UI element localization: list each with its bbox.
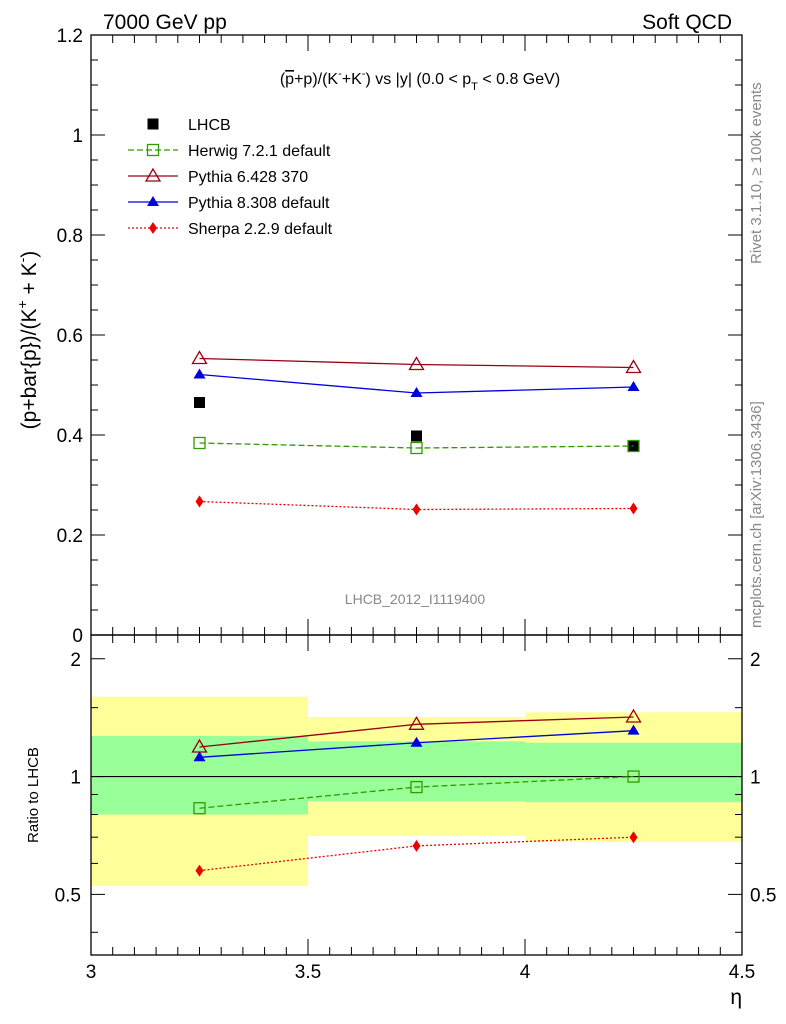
main-line-pythia-6-428-370 — [199, 357, 634, 369]
main-point-pythia-8-308-default — [627, 381, 640, 391]
ratio-point-pythia-6-428-370 — [625, 708, 642, 723]
main-point-sherpa-2-2-9-default — [629, 502, 638, 515]
main-ytick-label: 0.6 — [57, 326, 83, 347]
xtick-label: 4 — [520, 962, 531, 983]
ratio-point-pythia-6-428-370 — [408, 716, 425, 730]
ratio-point-sherpa-2-2-9-default — [412, 839, 421, 852]
main-ytick-label: 0.4 — [57, 426, 84, 447]
xtick-label: 4.5 — [729, 962, 755, 983]
legend-marker-pythia-8-308-default — [147, 196, 159, 206]
main-ytick-label: 0 — [72, 626, 83, 647]
xtick-label: 3.5 — [295, 962, 321, 983]
main-point-sherpa-2-2-9-default — [412, 503, 421, 516]
ratio-point-herwig-7-2-1-default — [627, 770, 640, 783]
main-point-lhcb — [411, 430, 422, 442]
xtick-label: 3 — [86, 962, 97, 983]
main-point-pythia-8-308-default — [193, 368, 206, 379]
header-right: Soft QCD — [642, 11, 732, 34]
legend-marker-lhcb — [147, 118, 159, 130]
main-ytick-label: 1 — [72, 126, 83, 147]
ratio-ytick-label-left: 1 — [70, 768, 81, 789]
main-line-herwig-7-2-1-default — [199, 442, 634, 449]
legend-label-herwig-7-2-1-default: Herwig 7.2.1 default — [188, 143, 331, 160]
main-point-herwig-7-2-1-default — [410, 441, 423, 455]
ratio-ylabel: Ratio to LHCB — [25, 747, 42, 843]
header-left: 7000 GeV pp — [103, 11, 227, 34]
ratio-point-pythia-8-308-default — [627, 724, 640, 735]
ratio-point-herwig-7-2-1-default — [193, 802, 206, 815]
main-ytick-label: 1.2 — [57, 26, 83, 47]
main-point-sherpa-2-2-9-default — [195, 495, 204, 508]
ratio-ytick-label-left: 0.5 — [55, 885, 81, 906]
plot-title: (p+p)/(K-+K-) vs |y| (0.0 < pT < 0.8 GeV… — [280, 68, 560, 93]
ratio-point-herwig-7-2-1-default — [410, 780, 423, 794]
legend-label-pythia-8-308-default: Pythia 8.308 default — [188, 195, 330, 212]
ratio-ytick-label-left: 2 — [70, 650, 81, 671]
ratio-point-sherpa-2-2-9-default — [195, 864, 204, 877]
main-point-pythia-6-428-370 — [191, 350, 208, 365]
main-point-pythia-6-428-370 — [408, 356, 425, 371]
ratio-ytick-label-right: 1 — [750, 768, 761, 789]
legend-marker-herwig-7-2-1-default — [146, 143, 160, 157]
rivet-label: Rivet 3.1.10, ≥ 100k events — [748, 82, 765, 264]
legend-label-pythia-6-428-370: Pythia 6.428 370 — [188, 169, 308, 186]
ratio-point-pythia-8-308-default — [410, 736, 423, 747]
main-point-pythia-6-428-370 — [625, 359, 642, 374]
ratio-line-herwig-7-2-1-default — [199, 775, 634, 809]
x-axis-label: η — [730, 986, 742, 1009]
ratio-point-sherpa-2-2-9-default — [629, 831, 638, 844]
legend-label-sherpa-2-2-9-default: Sherpa 2.2.9 default — [188, 221, 333, 238]
ratio-line-pythia-6-428-370 — [199, 716, 634, 748]
mcplots-label: mcplots.cern.ch [arXiv:1306.3436] — [748, 401, 765, 628]
main-point-herwig-7-2-1-default — [193, 436, 206, 450]
legend-marker-sherpa-2-2-9-default — [149, 222, 157, 234]
main-point-pythia-8-308-default — [410, 387, 423, 397]
legend-marker-pythia-6-428-370 — [144, 167, 162, 182]
analysis-watermark: LHCB_2012_I1119400 — [345, 591, 486, 607]
main-ylabel: (p+bar{p})/(K+ + K-) — [14, 251, 41, 430]
uncertainty-band-inner — [525, 742, 742, 803]
main-ytick-label: 0.8 — [57, 226, 83, 247]
ratio-point-pythia-8-308-default — [193, 751, 206, 762]
uncertainty-band-inner — [308, 741, 525, 802]
ratio-ytick-label-right: 0.5 — [750, 885, 776, 906]
ratio-ytick-label-right: 2 — [750, 650, 761, 671]
main-point-herwig-7-2-1-default — [627, 439, 640, 453]
main-point-lhcb — [194, 397, 205, 408]
main-ytick-label: 0.2 — [57, 526, 83, 547]
ratio-line-sherpa-2-2-9-default — [199, 836, 634, 872]
legend-label-lhcb: LHCB — [188, 117, 231, 134]
